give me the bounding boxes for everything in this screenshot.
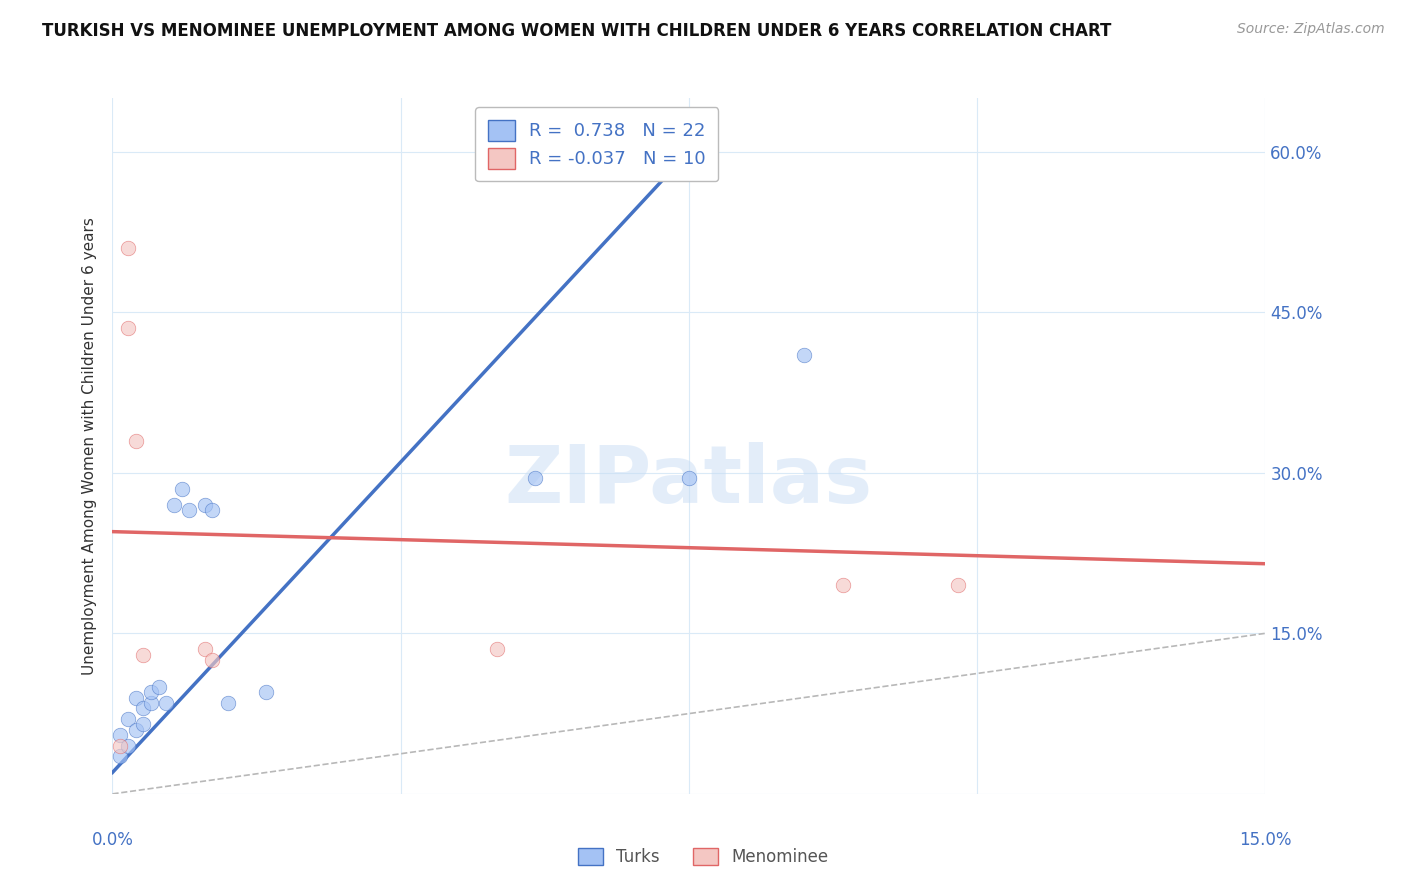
Point: [170, 482, 193, 496]
Point: [946, 578, 969, 592]
Text: 15.0%: 15.0%: [1239, 831, 1292, 849]
Point: [117, 241, 139, 255]
Point: [194, 498, 217, 512]
Point: [132, 701, 155, 715]
Point: [179, 503, 201, 517]
Text: 0.0%: 0.0%: [91, 831, 134, 849]
Point: [201, 503, 224, 517]
Point: [201, 653, 224, 667]
Point: [108, 749, 131, 764]
Point: [485, 642, 508, 657]
Point: [124, 434, 146, 448]
Point: [163, 498, 186, 512]
Point: [831, 578, 853, 592]
Point: [148, 680, 170, 694]
Legend: Turks, Menominee: Turks, Menominee: [569, 840, 837, 875]
Point: [194, 642, 217, 657]
Point: [793, 348, 815, 362]
Point: [524, 471, 547, 485]
Point: [217, 696, 239, 710]
Point: [155, 696, 177, 710]
Point: [117, 712, 139, 726]
Legend: R =  0.738   N = 22, R = -0.037   N = 10: R = 0.738 N = 22, R = -0.037 N = 10: [475, 107, 718, 181]
Text: Source: ZipAtlas.com: Source: ZipAtlas.com: [1237, 22, 1385, 37]
Text: TURKISH VS MENOMINEE UNEMPLOYMENT AMONG WOMEN WITH CHILDREN UNDER 6 YEARS CORREL: TURKISH VS MENOMINEE UNEMPLOYMENT AMONG …: [42, 22, 1112, 40]
Point: [108, 728, 131, 742]
Text: ZIPatlas: ZIPatlas: [505, 442, 873, 520]
Point: [117, 321, 139, 335]
Point: [108, 739, 131, 753]
Point: [132, 717, 155, 731]
Y-axis label: Unemployment Among Women with Children Under 6 years: Unemployment Among Women with Children U…: [82, 217, 97, 675]
Point: [124, 723, 146, 737]
Point: [678, 471, 700, 485]
Point: [254, 685, 277, 699]
Point: [139, 685, 162, 699]
Point: [117, 739, 139, 753]
Point: [139, 696, 162, 710]
Point: [124, 690, 146, 705]
Point: [132, 648, 155, 662]
